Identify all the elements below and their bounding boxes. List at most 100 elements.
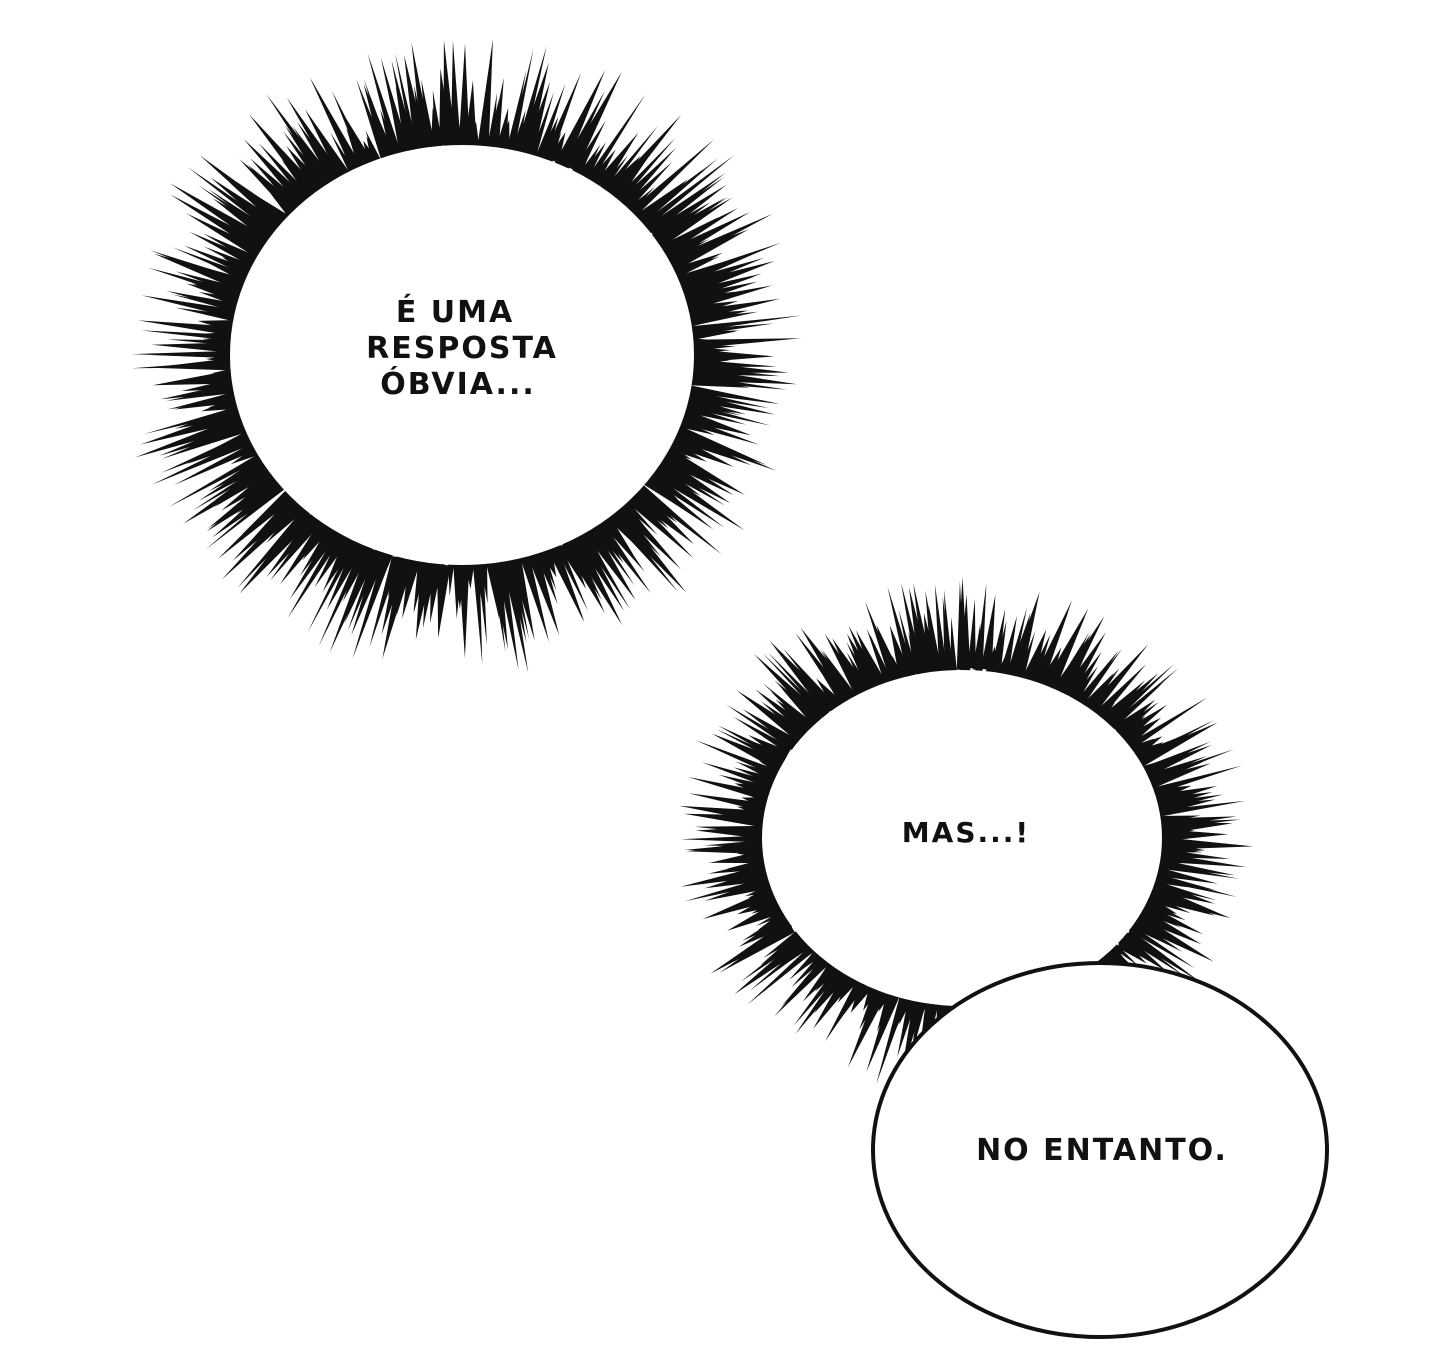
burst-spike [207,188,276,238]
burst-spike [718,774,780,797]
burst-1-line-1: É UMA [396,294,514,330]
burst-spike [1157,859,1236,876]
burst-spike [496,119,510,156]
burst-spike [793,965,844,1026]
burst-spike [876,992,909,1084]
burst-spike [1057,660,1083,699]
burst-spike [131,360,238,369]
burst-spike [517,546,550,643]
burst-spike [645,477,714,530]
burst-spike [739,763,780,783]
burst-spike [537,117,559,161]
burst-spike [925,590,942,677]
burst-spike [195,331,232,343]
burst-spike [477,39,493,150]
burst-spike [367,53,403,160]
burst-spike [1147,893,1191,914]
burst-spike [141,330,233,341]
burst-spike [701,762,779,791]
burst-spike [1062,632,1106,697]
burst-spike [694,825,771,835]
burst-spike [597,155,628,194]
burst-spike [414,556,429,613]
burst-spike [684,346,731,356]
burst-spike [669,434,734,467]
burst-spike [1152,861,1239,879]
burst-spike [605,507,652,560]
burst-spike [1030,600,1072,689]
burst-spike [369,556,400,648]
burst-spike [680,383,780,404]
burst-spike [1147,872,1238,897]
burst-spike [237,506,312,588]
burst-spike [854,983,872,1009]
burst-spike [747,945,815,1005]
burst-spike [825,978,866,1042]
burst-spike [1039,647,1062,687]
burst-spike [187,167,279,235]
burst-spike [822,649,859,702]
burst-spike [578,142,606,183]
burst-spike [959,593,971,675]
burst-spike [1154,875,1188,888]
burst-spike [175,307,244,324]
burst-spike [347,541,386,631]
burst-spike [286,97,345,185]
burst-spike [299,527,335,576]
burst-1-interior [230,145,694,565]
burst-spike [1006,607,1028,677]
burst-spike [684,311,759,328]
burst-spike [655,443,745,495]
burst-spike [554,69,606,169]
burst-spike [508,48,534,152]
burst-spike [1121,717,1162,748]
burst-spike [520,81,550,163]
burst-spike [132,350,234,359]
burst-spike [647,463,745,531]
burst-spike [768,652,829,717]
burst-spike [733,767,783,789]
burst-spike [641,467,725,528]
burst-spike [558,541,587,590]
burst-spike [677,407,752,436]
burst-spike [598,125,658,200]
burst-spike [1159,852,1247,868]
burst-spike [468,121,480,152]
burst-spike [1129,911,1214,962]
burst-spike [606,168,639,204]
burst-spike [540,128,561,169]
burst-spike [487,92,498,149]
burst-spike [1104,682,1164,735]
burst-spike [579,520,636,601]
burst-spike [1069,666,1099,705]
burst-spike [185,283,247,306]
burst-spike [325,143,349,179]
burst-spike [270,516,323,581]
burst-spike [685,396,746,415]
burst-spike [249,114,323,201]
burst-spike [198,185,280,243]
burst-spike [687,374,787,390]
burst-spike [762,683,816,730]
burst-spike [342,537,376,602]
burst-spike [1127,697,1208,750]
burst-spike [509,110,526,161]
burst-spike [241,486,297,535]
burst-spike [993,620,1007,676]
burst-spike [644,479,677,506]
burst-spike [346,118,373,166]
burst-spike [669,229,749,271]
burst-spike [472,562,483,665]
burst-spike [175,271,242,296]
burst-spike [198,292,249,310]
burst-spike [1125,918,1161,942]
burst-spike [1111,943,1138,966]
burst-spike [680,835,764,843]
burst-spike [615,501,681,570]
burst-spike [1129,904,1202,945]
burst-spike [289,527,340,600]
burst-2-interior [762,670,1162,1006]
burst-spike [1084,644,1149,718]
burst-spike [726,704,799,752]
